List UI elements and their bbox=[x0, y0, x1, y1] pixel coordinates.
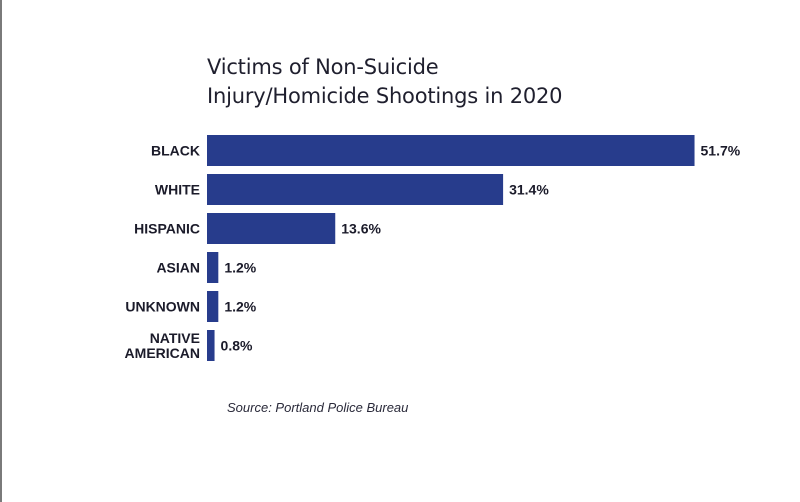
chart-title-line-2: Injury/Homicide Shootings in 2020 bbox=[207, 84, 563, 108]
chart-title-line-1: Victims of Non-Suicide bbox=[207, 55, 439, 79]
bar-unknown bbox=[207, 291, 219, 322]
bar-white bbox=[207, 174, 504, 205]
page-edge bbox=[0, 0, 2, 502]
value-label: 31.4% bbox=[509, 182, 549, 198]
category-label-line: WHITE bbox=[155, 182, 200, 198]
category-label-line: HISPANIC bbox=[134, 221, 200, 237]
bar-hispanic bbox=[207, 213, 336, 244]
category-label: ASIAN bbox=[156, 260, 200, 276]
value-label: 13.6% bbox=[341, 221, 381, 237]
bar-asian bbox=[207, 252, 219, 283]
category-label-line: BLACK bbox=[151, 143, 200, 159]
value-label: 51.7% bbox=[701, 143, 741, 159]
category-label: UNKNOWN bbox=[125, 299, 200, 315]
source-note: Source: Portland Police Bureau bbox=[227, 400, 409, 415]
category-label-line: UNKNOWN bbox=[125, 299, 200, 315]
category-label-line: NATIVE bbox=[150, 330, 200, 346]
bar-black bbox=[207, 135, 695, 166]
category-label: NATIVE AMERICAN bbox=[125, 330, 200, 361]
category-label: HISPANIC bbox=[134, 221, 200, 237]
value-label: 0.8% bbox=[221, 338, 253, 354]
value-label: 1.2% bbox=[224, 299, 256, 315]
category-label: BLACK bbox=[151, 143, 200, 159]
chart-title: Victims of Non-Suicide Injury/Homicide S… bbox=[207, 53, 563, 111]
category-label-line: ASIAN bbox=[156, 260, 200, 276]
category-label: WHITE bbox=[155, 182, 200, 198]
value-label: 1.2% bbox=[224, 260, 256, 276]
category-label-line: AMERICAN bbox=[125, 345, 200, 361]
bar-native-american bbox=[207, 330, 215, 361]
